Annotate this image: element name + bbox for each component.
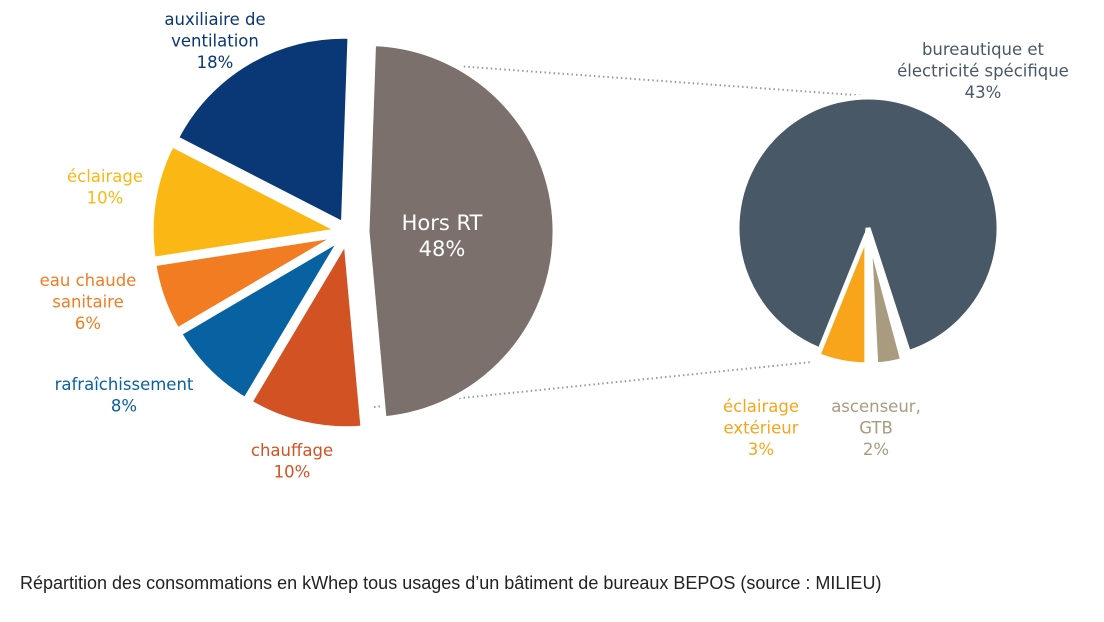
slice-rafraichissement [176,236,344,404]
slice-hors-rt [364,40,558,422]
slice-auxiliaire-de-ventilation [172,33,353,229]
slice-eclairage-exterieur-label: éclairage extérieur 3% [723,397,799,459]
detail-pie [734,94,1002,368]
slice-ascenseur-gtb [866,233,906,368]
slice-labels: Hors RT 48% chauffage 10% rafraîchissement 8%… [40,10,1069,482]
slice-chauffage-label: chauffage 10% [251,441,333,482]
slice-eau-chaude-sanitaire [150,232,341,334]
slice-bureautique-et-electricite-specifique-label: bureautique et électricité spécifique 43% [897,40,1069,102]
main-pie [148,33,558,432]
slice-hors-rt-label: Hors RT 48% [402,211,483,261]
slice-chauffage [246,232,366,432]
figure-caption: Répartition des consommations en kWhep t… [20,573,882,593]
slice-eclairage-label: éclairage 10% [67,167,143,208]
connector-line-top [373,59,869,97]
slice-rafraichissement-label: rafraîchissement 8% [55,375,194,416]
slice-bureautique-et-electricite-specifique [734,94,1002,361]
slice-ascenseur-gtb-label: ascenseur, GTB 2% [831,397,921,459]
slice-auxiliaire-de-ventilation-label: auxiliaire de ventilation 18% [164,10,265,72]
slice-eau-chaude-sanitaire-label: eau chaude sanitaire 6% [40,271,137,333]
slice-eclairage [148,141,348,263]
slice-eclairage-exterieur [814,232,870,368]
